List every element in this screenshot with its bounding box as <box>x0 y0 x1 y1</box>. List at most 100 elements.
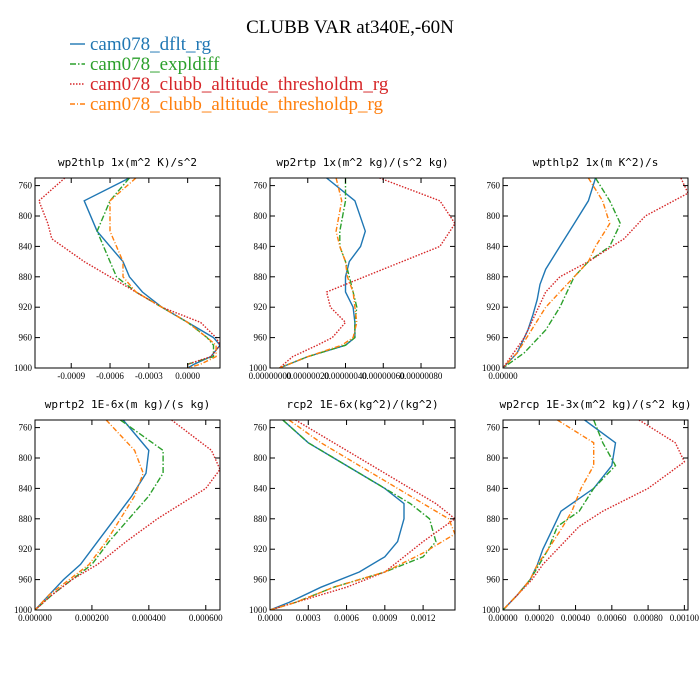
legend: cam078_dflt_rgcam078_expldiffcam078_club… <box>70 34 389 115</box>
x-tick-label: 0.00100 <box>670 613 700 623</box>
x-tick-label: 0.00000080 <box>400 371 443 381</box>
series-line <box>38 178 220 368</box>
x-tick-label: 0.00080 <box>633 613 663 623</box>
legend-item: cam078_clubb_altitude_thresholdp_rg <box>70 94 384 115</box>
series-line <box>109 178 217 368</box>
panel-title: wp2thlp 1x(m^2 K)/s^2 <box>58 156 197 169</box>
y-tick-label: 1000 <box>482 363 501 373</box>
x-tick-label: -0.0009 <box>57 371 85 381</box>
series-line <box>35 420 220 610</box>
y-tick-label: 880 <box>254 272 268 282</box>
y-tick-label: 1000 <box>482 605 501 615</box>
series-line <box>278 178 455 368</box>
y-tick-label: 920 <box>487 302 501 312</box>
y-tick-label: 960 <box>19 333 33 343</box>
y-tick-label: 800 <box>254 211 268 221</box>
y-tick-label: 1000 <box>249 363 268 373</box>
series-line <box>503 420 617 610</box>
series-group <box>503 178 688 368</box>
x-tick-label: 0.00000 <box>488 371 518 381</box>
panel-4: wprtp2 1E-6x(m kg)/(s kg) 760 800 840 880 920… <box>14 398 223 623</box>
x-tick-label: 0.000200 <box>75 613 109 623</box>
plot-frame <box>34 177 221 369</box>
y-tick-label: 760 <box>19 181 33 191</box>
x-tick-label: 0.0012 <box>411 613 436 623</box>
y-tick-label: 960 <box>254 333 268 343</box>
panels: wp2thlp 1x(m^2 K)/s^2 760 800 840 880 920 960 1… <box>14 156 699 623</box>
panel-5: rcp2 1E-6x(kg^2)/(kg^2) 760 800 840 880 920 96… <box>249 398 456 623</box>
panel-6: wp2rcp 1E-3x(m^2 kg)/(s^2 kg) 760 800 840 88… <box>482 398 699 623</box>
series-line <box>270 420 455 610</box>
y-tick-label: 840 <box>19 483 33 493</box>
x-tick-label: 0.000000 <box>18 613 52 623</box>
series-group <box>38 178 220 368</box>
y-tick-label: 1000 <box>14 605 33 615</box>
series-line <box>35 420 150 610</box>
y-tick-label: 800 <box>254 453 268 463</box>
x-tick-label: 0.000400 <box>132 613 166 623</box>
series-group <box>503 420 686 610</box>
y-tick-label: 960 <box>487 575 501 585</box>
figure-title: CLUBB VAR at340E,-60N <box>246 17 454 38</box>
legend-label: cam078_expldiff <box>90 54 220 75</box>
series-line <box>35 420 144 610</box>
y-tick-label: 960 <box>19 575 33 585</box>
x-tick-label: 0.00000020 <box>286 371 329 381</box>
y-tick-label: 760 <box>487 181 501 191</box>
plot-frame <box>502 419 689 611</box>
x-tick-label: 0.00040 <box>561 613 591 623</box>
series-line <box>503 178 597 368</box>
y-tick-label: 840 <box>254 241 268 251</box>
legend-label: cam078_clubb_altitude_thresholdm_rg <box>90 74 389 95</box>
legend-item: cam078_clubb_altitude_thresholdm_rg <box>70 74 389 95</box>
y-tick-label: 840 <box>19 241 33 251</box>
plot-frame <box>502 177 689 369</box>
panel-3: wpthlp2 1x(m K^2)/s 760 800 840 880 920 960 100… <box>482 156 689 381</box>
y-tick-label: 920 <box>254 302 268 312</box>
panel-1: wp2thlp 1x(m^2 K)/s^2 760 800 840 880 920 960 1… <box>14 156 221 381</box>
y-tick-label: 880 <box>487 272 501 282</box>
legend-item: cam078_expldiff <box>70 54 220 75</box>
series-group <box>270 420 455 610</box>
x-tick-label: 0.0009 <box>372 613 397 623</box>
y-tick-label: 920 <box>19 302 33 312</box>
x-tick-label: 0.0000 <box>175 371 200 381</box>
x-tick-label: 0.00020 <box>525 613 555 623</box>
series-line <box>270 420 455 610</box>
panel-title: wp2rcp 1E-3x(m^2 kg)/(s^2 kg) <box>499 398 691 411</box>
y-tick-label: 1000 <box>14 363 33 373</box>
y-tick-label: 840 <box>487 483 501 493</box>
y-tick-label: 760 <box>254 181 268 191</box>
y-tick-label: 760 <box>487 423 501 433</box>
y-tick-label: 840 <box>487 241 501 251</box>
series-line <box>503 420 595 610</box>
plot-frame <box>269 419 456 611</box>
legend-label: cam078_clubb_altitude_thresholdp_rg <box>90 94 384 115</box>
x-tick-label: 0.0006 <box>334 613 359 623</box>
y-tick-label: 920 <box>487 544 501 554</box>
y-tick-label: 760 <box>19 423 33 433</box>
y-tick-label: 760 <box>254 423 268 433</box>
series-line <box>503 178 622 368</box>
x-tick-label: 0.00000060 <box>362 371 405 381</box>
y-tick-label: 960 <box>487 333 501 343</box>
series-group <box>278 178 455 368</box>
panel-title: wp2rtp 1x(m^2 kg)/(s^2 kg) <box>276 156 448 169</box>
x-tick-label: 0.000600 <box>189 613 223 623</box>
series-group <box>35 420 220 610</box>
x-tick-label: 0.00060 <box>597 613 627 623</box>
y-tick-label: 920 <box>254 544 268 554</box>
y-tick-label: 880 <box>487 514 501 524</box>
x-tick-label: 0.0003 <box>296 613 321 623</box>
x-tick-label: 0.00000 <box>488 613 518 623</box>
y-tick-label: 800 <box>19 211 33 221</box>
y-tick-label: 1000 <box>249 605 268 615</box>
series-line <box>279 178 358 368</box>
series-line <box>279 178 358 368</box>
y-tick-label: 840 <box>254 483 268 493</box>
panel-2: wp2rtp 1x(m^2 kg)/(s^2 kg) 760 800 840 880 92… <box>249 156 456 381</box>
y-tick-label: 800 <box>487 211 501 221</box>
series-line <box>503 420 686 610</box>
series-line <box>83 178 220 368</box>
